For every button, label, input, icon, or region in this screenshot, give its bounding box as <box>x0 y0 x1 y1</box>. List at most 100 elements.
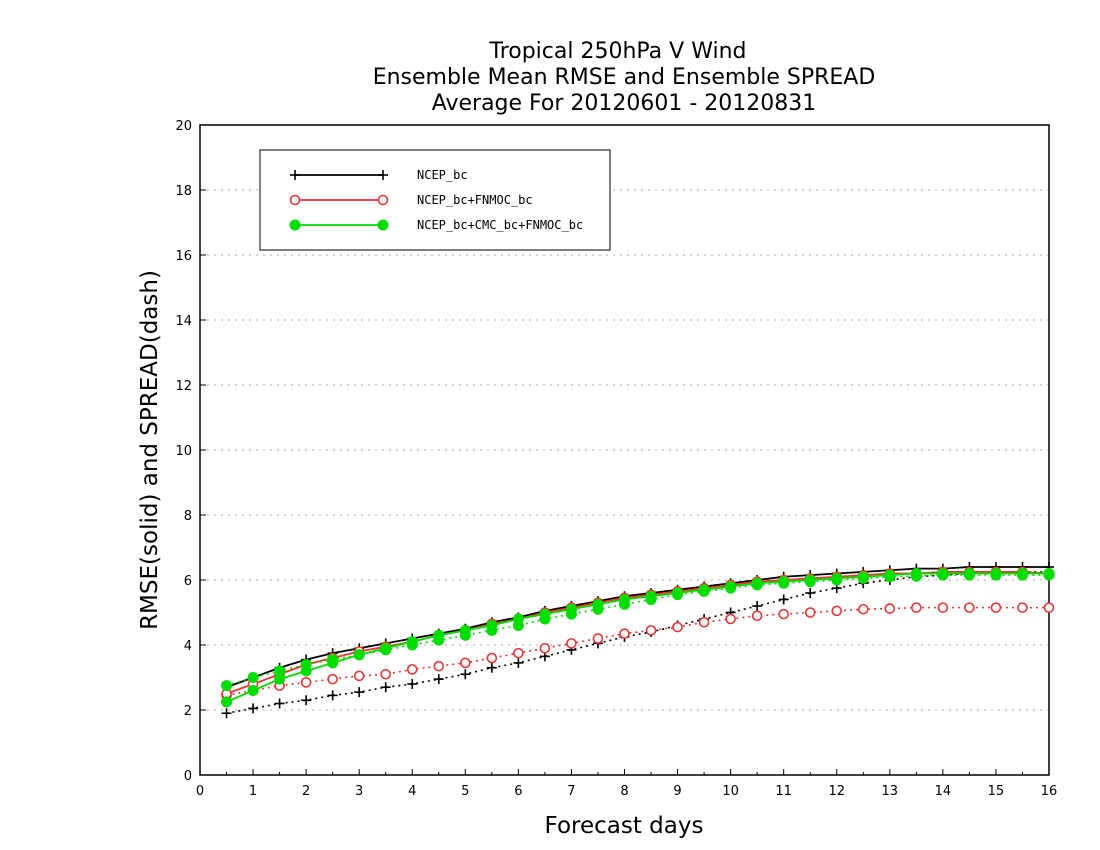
legend-marker <box>289 194 301 206</box>
spread-point <box>964 602 975 613</box>
legend-entry: NCEP_bc+CMC_bc+FNMOC_bc <box>289 218 583 232</box>
y-tick-label: 20 <box>175 119 192 134</box>
y-tick-label: 2 <box>184 704 192 719</box>
spread-point <box>592 633 604 644</box>
rmse-point <box>300 665 312 677</box>
rmse-point <box>751 577 763 589</box>
spread-point <box>221 680 233 692</box>
spread-line <box>226 571 1049 715</box>
rmse-point <box>380 642 392 654</box>
spread-point <box>778 594 789 605</box>
spread-point <box>831 605 843 617</box>
rmse-point <box>619 594 630 605</box>
x-tick-label: 9 <box>673 784 681 799</box>
spread-point <box>539 642 551 654</box>
spread-point <box>752 601 763 611</box>
y-tick-label: 12 <box>175 379 192 394</box>
rmse-point <box>698 584 710 596</box>
x-tick-label: 1 <box>249 784 257 799</box>
x-tick-label: 4 <box>408 784 416 799</box>
rmse-point <box>221 696 233 708</box>
y-tick-label: 6 <box>184 574 192 589</box>
legend-label: NCEP_bc <box>417 168 468 182</box>
rmse-point <box>512 613 524 625</box>
spread-point <box>248 703 259 714</box>
x-tick-label: 15 <box>988 784 1005 799</box>
rmse-point <box>274 673 286 685</box>
legend-label: NCEP_bc+CMC_bc+FNMOC_bc <box>417 218 583 232</box>
y-tick-label: 4 <box>184 639 192 654</box>
series-ncep-bc-fnmoc-bc <box>221 566 1055 701</box>
rmse-point <box>565 603 577 615</box>
spread-point <box>725 613 736 625</box>
rmse-point <box>353 649 365 661</box>
spread-point <box>513 647 524 659</box>
legend-label: NCEP_bc+FNMOC_bc <box>417 193 533 207</box>
rmse-point <box>910 568 922 579</box>
spread-point <box>354 687 365 698</box>
x-axis-label: Forecast days <box>545 813 704 839</box>
spread-point <box>433 660 445 672</box>
rmse-line <box>226 570 1050 695</box>
spread-point <box>460 657 471 669</box>
rmse-point <box>406 636 418 648</box>
spread-point <box>327 673 338 685</box>
x-tick-label: 0 <box>196 784 204 799</box>
rmse-point <box>937 568 949 579</box>
rmse-line <box>226 566 1049 689</box>
rmse-point <box>592 598 604 610</box>
spread-point <box>778 608 789 620</box>
y-tick-label: 0 <box>184 769 192 784</box>
rmse-point <box>990 568 1002 579</box>
y-tick-label: 14 <box>175 314 192 329</box>
y-axis-label: RMSE(solid) and SPREAD(dash) <box>137 270 163 630</box>
rmse-point <box>433 629 445 641</box>
rmse-point <box>857 571 869 583</box>
title-line-1: Tropical 250hPa V Wind <box>488 39 746 64</box>
spread-point <box>751 610 763 622</box>
legend-entry: NCEP_bc <box>290 168 468 182</box>
spread-point <box>1043 602 1055 613</box>
rmse-point <box>247 685 259 696</box>
spread-point <box>460 669 471 680</box>
y-axis: 0 2 4 6 8 10 12 14 16 18 20 <box>175 119 206 784</box>
y-tick-label: 18 <box>175 184 192 199</box>
rmse-point <box>672 587 684 599</box>
x-tick-label: 12 <box>828 784 845 799</box>
x-tick-label: 14 <box>935 784 952 799</box>
rmse-line <box>226 572 1049 703</box>
spread-point <box>406 664 418 675</box>
spread-point <box>911 602 922 613</box>
spread-point <box>486 662 497 673</box>
spread-point <box>990 602 1002 613</box>
rmse-point <box>645 590 657 602</box>
spread-point <box>300 677 312 688</box>
y-tick-label: 8 <box>184 509 192 524</box>
spread-point <box>353 670 365 682</box>
rmse-point <box>831 572 843 584</box>
spread-point <box>857 603 869 615</box>
x-tick-label: 11 <box>775 784 792 799</box>
rmse-point <box>778 576 790 588</box>
spread-point <box>566 638 577 649</box>
spread-point <box>433 674 444 685</box>
spread-point <box>804 607 816 618</box>
y-tick-label: 16 <box>175 249 192 264</box>
legend-marker <box>377 219 389 231</box>
spread-point <box>327 690 338 701</box>
rmse-point <box>459 624 471 636</box>
x-tick-label: 10 <box>722 784 739 799</box>
title-line-3: Average For 20120601 - 20120831 <box>432 91 817 116</box>
spread-point <box>301 695 312 706</box>
spread-point <box>805 588 816 598</box>
spread-point <box>486 652 498 664</box>
spread-line <box>226 606 1049 697</box>
spread-point <box>884 603 896 614</box>
spread-point <box>672 621 683 633</box>
rmse-point <box>963 568 975 579</box>
x-tick-label: 16 <box>1041 784 1058 799</box>
rmse-point <box>1016 568 1028 579</box>
x-tick-label: 13 <box>882 784 899 799</box>
spread-point <box>247 672 259 683</box>
